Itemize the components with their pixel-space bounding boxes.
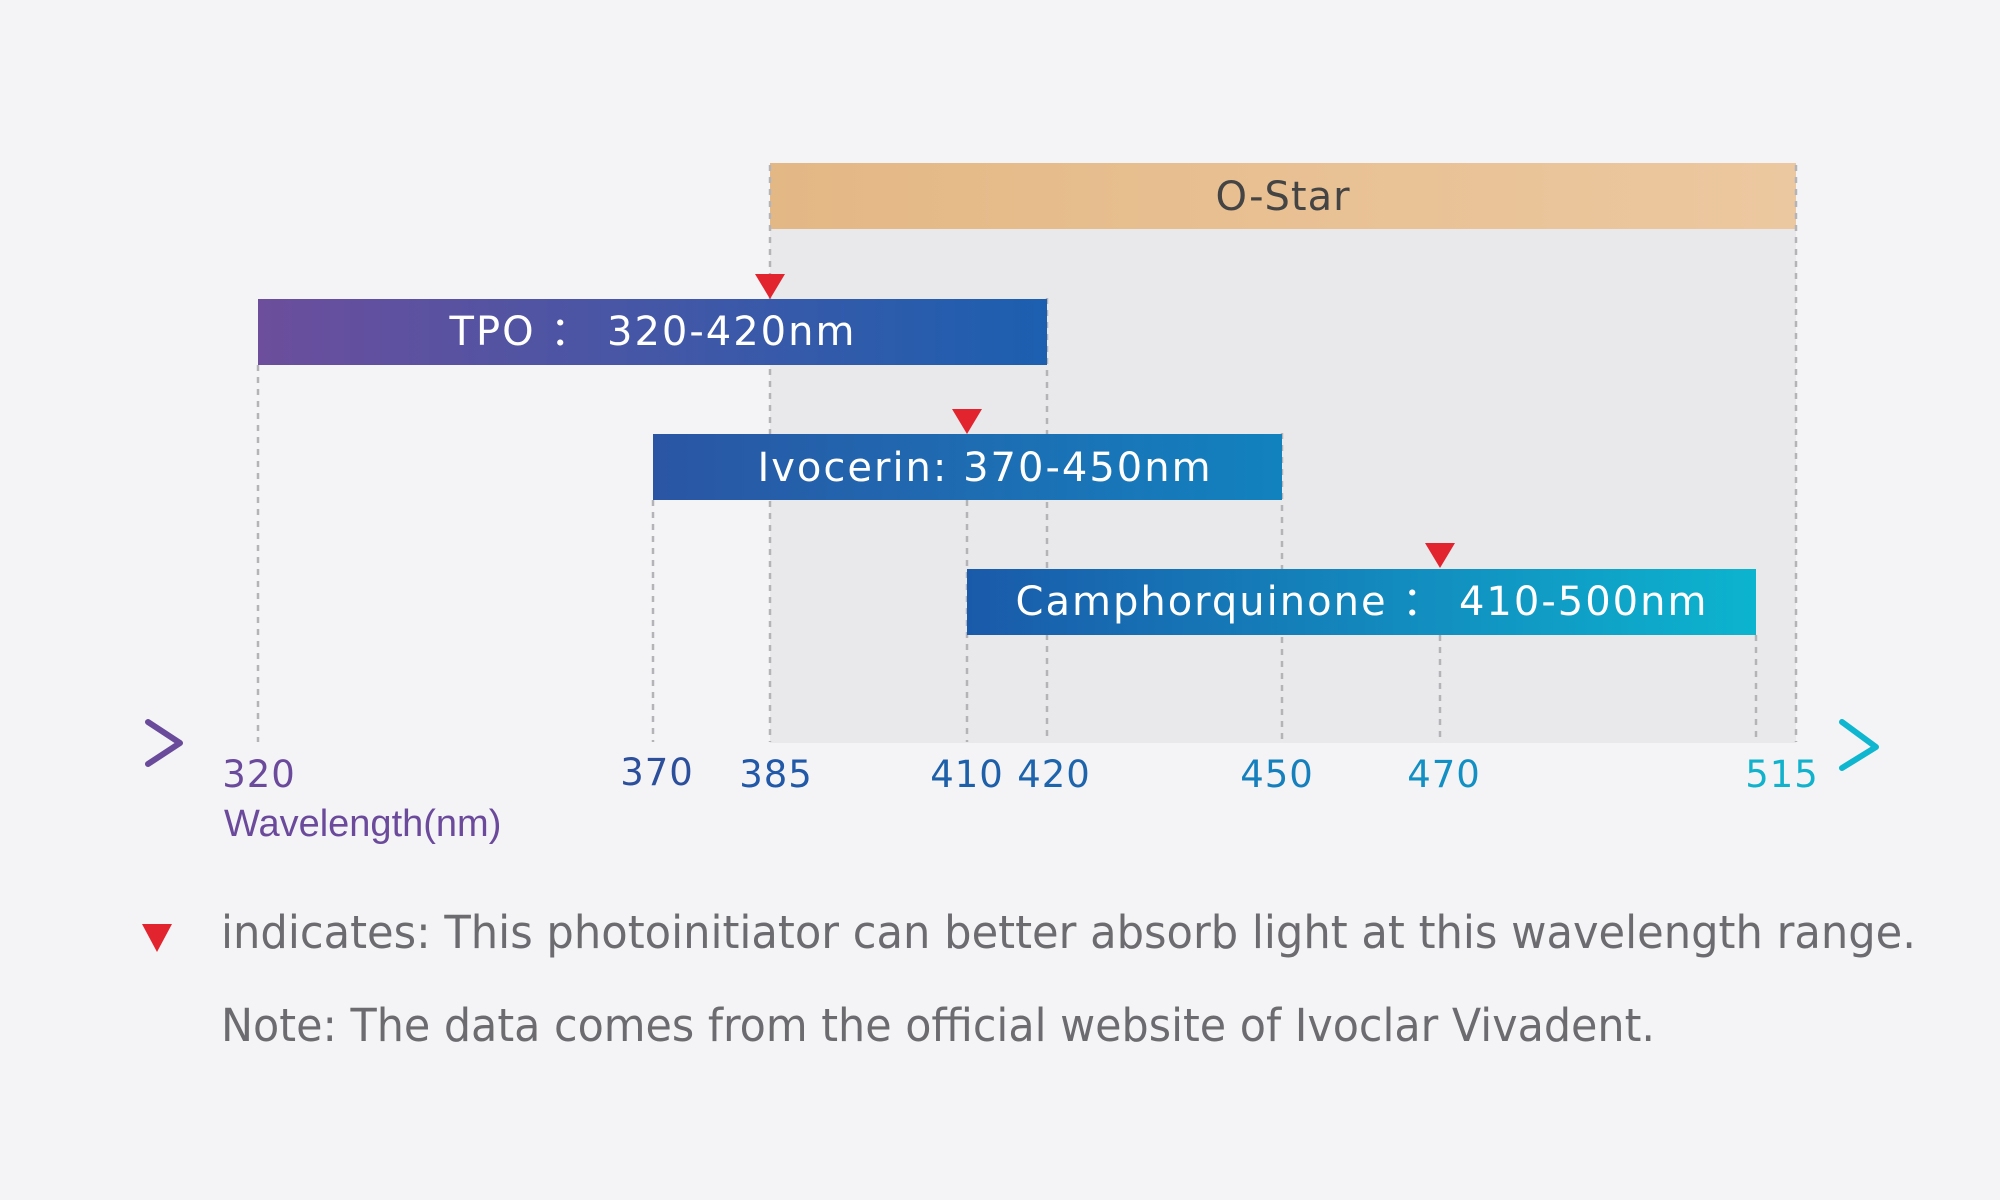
tick-label-410: 410 — [930, 753, 1004, 796]
axis-head-arrow-icon — [1839, 719, 1879, 771]
tick-label-420: 420 — [1017, 753, 1091, 796]
tick-label-320: 320 — [222, 753, 296, 796]
legend-note: indicates: This photoinitiator can bette… — [221, 906, 1916, 959]
source-note: Note: The data comes from the official w… — [221, 999, 1655, 1052]
tick-label-515: 515 — [1745, 753, 1819, 796]
wavelength-axis — [102, 719, 1879, 771]
legend-marker-icon — [142, 924, 172, 952]
bar-tpo-rect — [258, 299, 1047, 365]
axis-tail-arrow-icon — [145, 719, 183, 767]
bar-camphorquinone-label: Camphorquinone ： 410-500nm — [1016, 579, 1709, 625]
bar-ivocerin-rect — [653, 434, 1282, 500]
ostar-band — [770, 163, 1796, 229]
bar-ivocerin: Ivocerin: 370-450nm — [653, 409, 1282, 500]
axis-title: Wavelength(nm) — [224, 803, 501, 845]
bar-camphorquinone: Camphorquinone ： 410-500nm — [967, 543, 1756, 635]
peak-marker-icon — [1425, 543, 1455, 568]
ostar-label: O-Star — [1215, 174, 1350, 220]
bar-ivocerin-label: Ivocerin: 370-450nm — [757, 445, 1212, 491]
tick-label-370: 370 — [620, 751, 694, 794]
tick-label-470: 470 — [1407, 753, 1481, 796]
bar-camphorquinone-rect — [967, 569, 1756, 635]
tick-label-450: 450 — [1240, 753, 1314, 796]
tick-labels: 320 370 385 410 420 450 470 515 — [222, 751, 1819, 796]
peak-marker-icon — [952, 409, 982, 434]
bar-tpo: TPO ： 320-420nm — [258, 274, 1047, 365]
peak-marker-icon — [755, 274, 785, 299]
bar-tpo-label: TPO ： 320-420nm — [449, 309, 857, 355]
tick-label-385: 385 — [739, 753, 813, 796]
